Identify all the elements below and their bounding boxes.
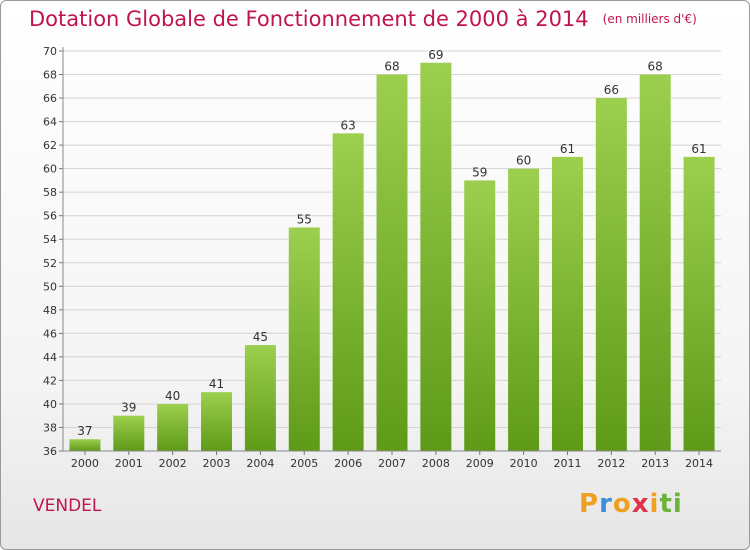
bars-group: 37 39 40 41 45 55 63 68 69 59 60 61 66 68 61 — [69, 48, 715, 452]
data-label: 41 — [209, 377, 224, 391]
logo-letter: x — [631, 489, 650, 519]
y-tick-label: 60 — [43, 163, 57, 176]
data-label: 59 — [472, 165, 487, 179]
bar — [464, 180, 496, 452]
data-label: 37 — [77, 424, 92, 438]
y-tick-label: 40 — [43, 398, 57, 411]
y-tick-label: 58 — [43, 186, 57, 199]
bar — [595, 98, 627, 451]
logo-letter: i — [672, 489, 683, 519]
data-label: 69 — [428, 48, 443, 62]
y-tick-label: 66 — [43, 92, 57, 105]
x-tick-label: 2001 — [115, 457, 143, 470]
x-tick-label: 2011 — [553, 457, 581, 470]
y-tick-label: 68 — [43, 69, 57, 82]
x-tick-label: 2010 — [510, 457, 538, 470]
data-label: 55 — [297, 212, 312, 226]
y-tick-label: 56 — [43, 210, 57, 223]
bar — [420, 62, 452, 451]
logo-letter: r — [599, 489, 613, 519]
bar — [69, 439, 101, 451]
chart-title-text: Dotation Globale de Fonctionnement de 20… — [29, 7, 589, 31]
y-tick-label: 54 — [43, 233, 57, 246]
y-tick-label: 42 — [43, 374, 57, 387]
x-tick-label: 2009 — [466, 457, 494, 470]
y-tick-label: 44 — [43, 351, 57, 364]
data-label: 61 — [691, 142, 706, 156]
x-tick-label: 2007 — [378, 457, 406, 470]
y-tick-label: 70 — [43, 45, 57, 58]
logo-letter: t — [659, 489, 673, 519]
axes-group: 36 38 40 42 44 46 48 50 52 54 56 58 60 62 64 66 68 70 2000… — [43, 45, 721, 470]
bar — [201, 392, 233, 451]
x-tick-label: 2000 — [71, 457, 99, 470]
chart-title: Dotation Globale de Fonctionnement de 20… — [29, 7, 697, 31]
logo-letter: o — [612, 489, 632, 519]
bar — [376, 74, 408, 451]
x-tick-label: 2013 — [641, 457, 669, 470]
data-label: 39 — [121, 401, 136, 415]
x-tick-label: 2014 — [685, 457, 713, 470]
data-label: 68 — [384, 60, 399, 74]
x-tick-label: 2008 — [422, 457, 450, 470]
y-tick-label: 64 — [43, 116, 57, 129]
x-tick-label: 2002 — [159, 457, 187, 470]
bar — [508, 168, 540, 451]
chart-unit: (en milliers d'€) — [602, 12, 697, 26]
bar — [244, 345, 276, 451]
bar — [639, 74, 671, 451]
y-tick-label: 36 — [43, 445, 57, 458]
y-tick-label: 62 — [43, 139, 57, 152]
x-tick-label: 2005 — [290, 457, 318, 470]
x-tick-label: 2003 — [203, 457, 231, 470]
bar — [551, 156, 583, 451]
data-label: 63 — [340, 118, 355, 132]
y-tick-label: 48 — [43, 304, 57, 317]
bar — [683, 156, 715, 451]
data-label: 68 — [648, 60, 663, 74]
x-tick-label: 2012 — [597, 457, 625, 470]
logo-letter: i — [649, 489, 660, 519]
x-tick-label: 2006 — [334, 457, 362, 470]
bar — [332, 133, 364, 451]
commune-name: VENDEL — [33, 496, 102, 516]
data-label: 40 — [165, 389, 180, 403]
y-tick-label: 50 — [43, 280, 57, 293]
y-tick-label: 38 — [43, 421, 57, 434]
proxiti-logo[interactable]: Proxiti — [579, 489, 683, 519]
data-label: 66 — [604, 83, 619, 97]
bar — [288, 227, 320, 451]
data-label: 61 — [560, 142, 575, 156]
data-label: 45 — [253, 330, 268, 344]
x-tick-label: 2004 — [246, 457, 274, 470]
bar — [157, 403, 189, 451]
y-tick-label: 46 — [43, 327, 57, 340]
y-tick-label: 52 — [43, 257, 57, 270]
logo-letter: P — [579, 489, 600, 519]
bar — [113, 415, 145, 451]
data-label: 60 — [516, 154, 531, 168]
